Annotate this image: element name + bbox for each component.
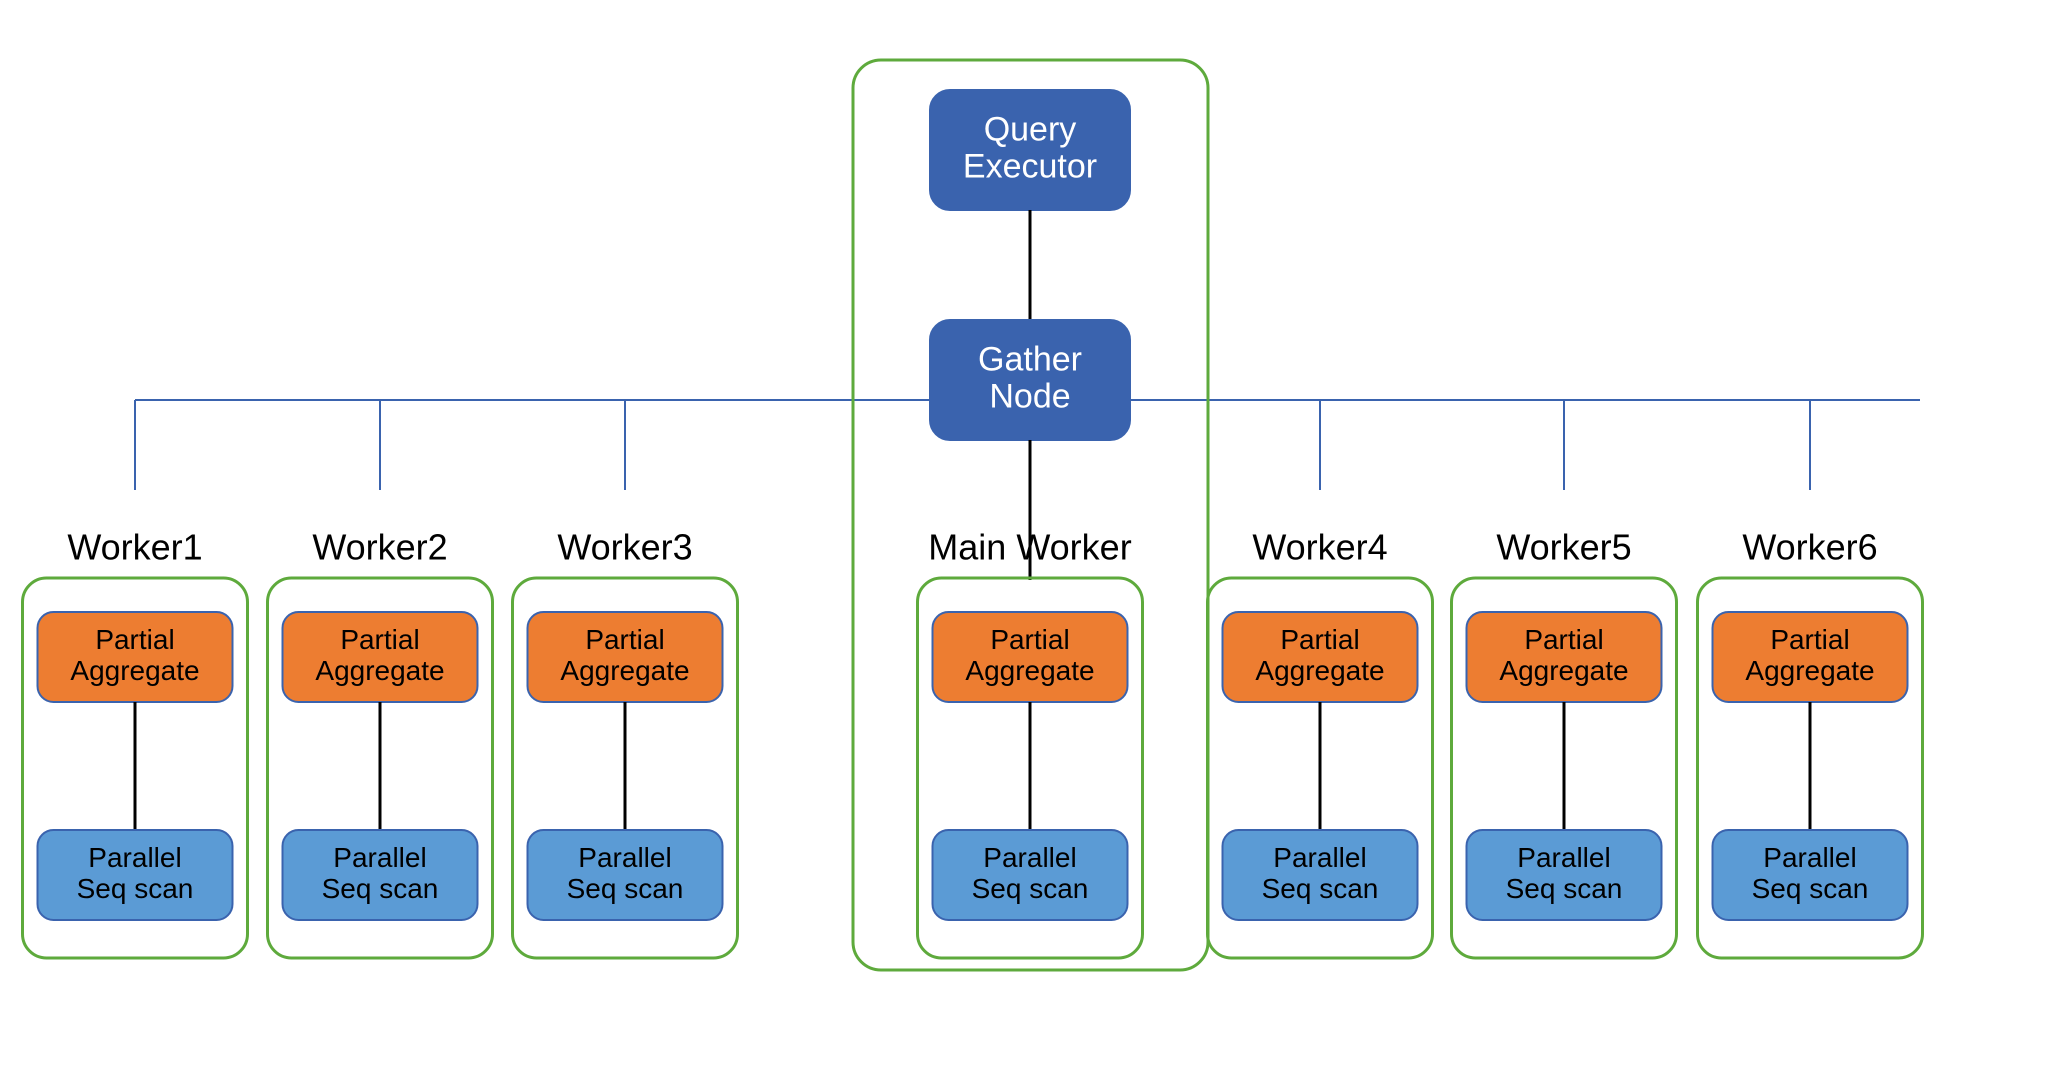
parallel-seq-scan-label-1: Parallel — [88, 842, 181, 873]
partial-aggregate-label-2: Aggregate — [1255, 655, 1384, 686]
parallel-seq-scan-label-2: Seq scan — [322, 873, 439, 904]
worker-label: Worker5 — [1496, 527, 1631, 568]
parallel-seq-scan: ParallelSeq scan — [1223, 830, 1418, 920]
worker-label: Worker1 — [67, 527, 202, 568]
parallel-seq-scan-label-2: Seq scan — [567, 873, 684, 904]
parallel-seq-scan: ParallelSeq scan — [1467, 830, 1662, 920]
parallel-seq-scan-label-2: Seq scan — [1506, 873, 1623, 904]
parallel-seq-scan: ParallelSeq scan — [38, 830, 233, 920]
worker-label: Worker6 — [1742, 527, 1877, 568]
parallel-seq-scan-label-1: Parallel — [333, 842, 426, 873]
partial-aggregate: PartialAggregate — [528, 612, 723, 702]
partial-aggregate-label-2: Aggregate — [1745, 655, 1874, 686]
partial-aggregate: PartialAggregate — [283, 612, 478, 702]
gather-node-label-2: Node — [989, 378, 1070, 416]
partial-aggregate-label-1: Partial — [1524, 624, 1603, 655]
parallel-seq-scan: ParallelSeq scan — [283, 830, 478, 920]
parallel-seq-scan: ParallelSeq scan — [1713, 830, 1908, 920]
query-executor-label-2: Executor — [963, 148, 1097, 186]
parallel-seq-scan-label-2: Seq scan — [1752, 873, 1869, 904]
partial-aggregate-label-2: Aggregate — [70, 655, 199, 686]
parallel-seq-scan-label-1: Parallel — [1273, 842, 1366, 873]
query-plan-diagram: QueryExecutorGatherNodeWorker1PartialAgg… — [0, 0, 2062, 1076]
worker-group-6: Worker5 PartialAggregate ParallelSeq scan — [1452, 527, 1677, 958]
partial-aggregate-label-1: Partial — [1770, 624, 1849, 655]
worker-label: Worker2 — [312, 527, 447, 568]
worker-group-1: Worker1 PartialAggregate ParallelSeq scan — [23, 527, 248, 958]
worker-label: Worker3 — [557, 527, 692, 568]
main-worker-group: Main Worker PartialAggregate ParallelSeq s… — [918, 527, 1143, 958]
partial-aggregate-label-1: Partial — [990, 624, 1069, 655]
parallel-seq-scan-label-1: Parallel — [578, 842, 671, 873]
worker-group-5: Worker4 PartialAggregate ParallelSeq scan — [1208, 527, 1433, 958]
partial-aggregate-label-2: Aggregate — [560, 655, 689, 686]
partial-aggregate: PartialAggregate — [1223, 612, 1418, 702]
partial-aggregate: PartialAggregate — [1713, 612, 1908, 702]
partial-aggregate-label-2: Aggregate — [965, 655, 1094, 686]
parallel-seq-scan-label-1: Parallel — [1517, 842, 1610, 873]
worker-group-2: Worker2 PartialAggregate ParallelSeq scan — [268, 527, 493, 958]
partial-aggregate: PartialAggregate — [933, 612, 1128, 702]
partial-aggregate-label-1: Partial — [1280, 624, 1359, 655]
parallel-seq-scan: ParallelSeq scan — [933, 830, 1128, 920]
partial-aggregate-label-2: Aggregate — [1499, 655, 1628, 686]
gather-node-label-1: Gather — [978, 340, 1082, 378]
parallel-seq-scan-label-1: Parallel — [1763, 842, 1856, 873]
worker-label: Worker4 — [1252, 527, 1387, 568]
parallel-seq-scan: ParallelSeq scan — [528, 830, 723, 920]
partial-aggregate-label-1: Partial — [95, 624, 174, 655]
partial-aggregate-label-1: Partial — [340, 624, 419, 655]
parallel-seq-scan-label-2: Seq scan — [1262, 873, 1379, 904]
partial-aggregate-label-2: Aggregate — [315, 655, 444, 686]
partial-aggregate-label-1: Partial — [585, 624, 664, 655]
worker-label: Main Worker — [928, 527, 1131, 568]
worker-group-7: Worker6 PartialAggregate ParallelSeq scan — [1698, 527, 1923, 958]
partial-aggregate: PartialAggregate — [1467, 612, 1662, 702]
partial-aggregate: PartialAggregate — [38, 612, 233, 702]
query-executor-label-1: Query — [984, 110, 1077, 148]
worker-group-3: Worker3 PartialAggregate ParallelSeq scan — [513, 527, 738, 958]
parallel-seq-scan-label-2: Seq scan — [972, 873, 1089, 904]
parallel-seq-scan-label-1: Parallel — [983, 842, 1076, 873]
parallel-seq-scan-label-2: Seq scan — [77, 873, 194, 904]
